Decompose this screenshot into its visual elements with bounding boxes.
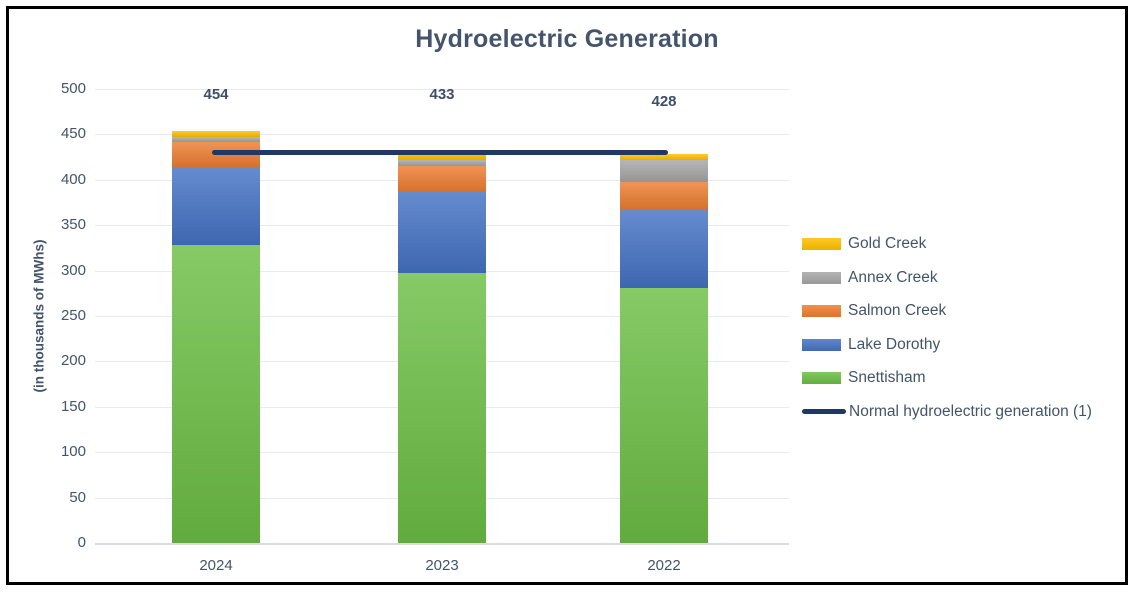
x-axis-line (95, 543, 789, 545)
y-tick-label: 350 (60, 216, 86, 234)
y-tick-label: 450 (60, 125, 86, 143)
bar-segment-salmon-creek-2022 (620, 181, 708, 210)
y-tick-label: 150 (60, 397, 86, 415)
legend-swatch-lake-dorothy-icon (802, 338, 841, 351)
legend-swatch-annex-creek-icon (802, 271, 841, 284)
bar-segment-lake-dorothy-2024 (172, 167, 260, 246)
bar-segment-annex-creek-2022 (620, 159, 708, 182)
legend-label: Normal hydroelectric generation (1) (849, 402, 1092, 420)
legend-item-lake-dorothy: Lake Dorothy (802, 335, 940, 355)
stack-total-label: 428 (651, 93, 677, 110)
bar-segment-salmon-creek-2023 (398, 166, 486, 192)
legend-line-normal-hydroelectric-generation-1-icon (802, 409, 846, 414)
bar-segment-lake-dorothy-2022 (620, 209, 708, 288)
normal-generation-line (212, 150, 668, 156)
x-tick-label-2023: 2023 (425, 557, 459, 574)
legend-swatch-gold-creek-icon (802, 238, 841, 250)
bar-segment-snettisham-2023 (398, 273, 486, 543)
legend-item-annex-creek: Annex Creek (802, 268, 938, 288)
legend-swatch-salmon-creek-icon (802, 305, 841, 317)
y-tick-label: 500 (60, 80, 86, 97)
bar-segment-annex-creek-2024 (172, 137, 260, 142)
y-tick-label: 50 (69, 488, 86, 506)
legend-label: Lake Dorothy (848, 335, 941, 353)
y-tick-label: 0 (77, 534, 86, 551)
bar-segment-gold-creek-2024 (172, 130, 260, 138)
bar-segment-gold-creek-2022 (620, 154, 708, 160)
legend-label: Gold Creek (848, 235, 927, 252)
legend-label: Annex Creek (848, 268, 938, 286)
legend-item-gold-creek: Gold Creek (802, 234, 926, 254)
gridline (95, 134, 789, 136)
y-tick-label: 200 (60, 352, 86, 370)
y-tick-label: 100 (60, 443, 86, 461)
y-tick-label: 250 (60, 307, 86, 324)
legend-item-snettisham: Snettisham (802, 368, 926, 388)
y-tick-label: 400 (60, 170, 86, 188)
stack-total-label: 454 (203, 86, 229, 103)
bar-segment-annex-creek-2023 (398, 159, 486, 167)
y-tick-label: 300 (60, 261, 86, 279)
legend-swatch-snettisham-icon (802, 372, 841, 384)
chart-title: Hydroelectric Generation (415, 25, 719, 53)
legend-item-normal-hydroelectric-generation-1: Normal hydroelectric generation (1) (802, 402, 1092, 422)
legend-label: Snettisham (848, 369, 926, 386)
x-tick-label-2022: 2022 (647, 557, 681, 574)
stack-total-label: 433 (429, 86, 455, 103)
legend-label: Salmon Creek (848, 302, 947, 319)
bar-segment-snettisham-2024 (172, 245, 260, 543)
x-tick-label-2024: 2024 (199, 557, 233, 574)
bar-segment-snettisham-2022 (620, 287, 708, 543)
gridline (95, 89, 789, 90)
legend-item-salmon-creek: Salmon Creek (802, 301, 946, 321)
bar-segment-lake-dorothy-2023 (398, 191, 486, 274)
